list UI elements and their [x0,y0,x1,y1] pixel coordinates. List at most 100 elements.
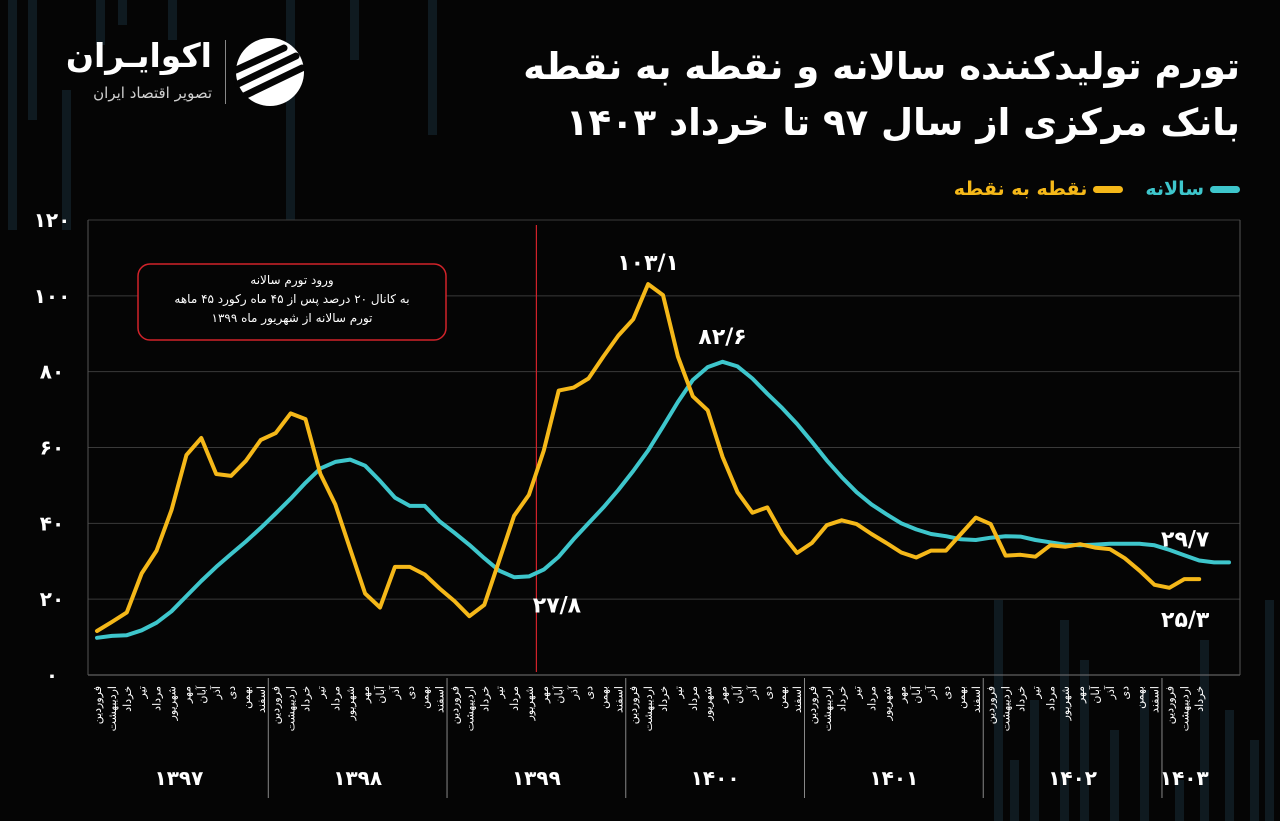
month-tick-label: اردیبهشت [821,686,834,731]
bg-bar [428,0,437,135]
annotation-box: ورود تورم سالانه به کانال ۲۰ درصد پس از ۴… [137,263,447,341]
bg-bar [1265,600,1274,821]
year-label: ۱۳۹۸ [333,766,382,790]
month-tick-label: آبان [194,685,208,703]
logo-subtitle: تصویر اقتصاد ایران [93,84,212,102]
month-tick-label: آذر [924,685,938,700]
month-tick-label: مرداد [1044,686,1057,711]
month-tick-label: آبان [909,685,923,703]
data-label: ۸۲/۶ [698,325,746,350]
data-label: ۲۷/۸ [533,593,582,618]
month-tick-label: شهریور [1059,686,1072,721]
bg-bar [1175,780,1184,821]
month-tick-label: خرداد [1014,686,1027,712]
month-tick-label: اسفند [791,686,804,713]
month-tick-label: تیر [672,686,685,699]
month-tick-label: بهمن [955,686,968,709]
y-tick-label: ۱۰۰ [34,284,71,308]
bg-bar [168,0,177,40]
month-tick-label: مرداد [329,686,342,711]
month-tick-label: مهر [717,686,730,704]
month-tick-label: اردیبهشت [642,686,655,731]
month-tick-label: مهر [180,686,193,704]
month-tick-label: اسفند [255,686,268,713]
annotation-text: ورود تورم سالانه [250,273,333,288]
annotation-text: به کانال ۲۰ درصد پس از ۴۵ ماه رکورد ۴۵ م… [174,292,409,307]
month-tick-label: شهریور [880,686,893,721]
month-tick-label: آبان [730,685,744,703]
month-tick-label: اردیبهشت [285,686,298,731]
month-tick-label: آبان [1088,685,1102,703]
y-tick-label: ۸۰ [40,360,64,384]
month-tick-label: دی [583,686,596,700]
month-tick-label: مرداد [508,686,521,711]
bg-bar [1200,640,1209,821]
chart-title-line1: تورم تولیدکننده سالانه و نقطه به نقطه [523,45,1240,88]
month-tick-label: فروردین [1163,686,1176,724]
bg-bar [994,600,1003,821]
month-tick-label: آذر [388,685,402,700]
logo-name: اکوایـران [65,36,212,75]
logo-mark-icon [232,38,306,106]
data-label: ۱۰۳/۱ [617,251,679,276]
legend-label-p2p: نقطه به نقطه [953,178,1088,200]
month-tick-label: تیر [493,686,506,699]
month-tick-label: دی [940,686,953,700]
month-tick-label: فروردین [806,686,819,724]
y-tick-label: ۴۰ [40,511,64,535]
month-tick-label: اردیبهشت [463,686,476,731]
month-tick-label: بهمن [240,686,253,709]
year-label: ۱۴۰۳ [1160,766,1209,790]
month-tick-label: دی [404,686,417,700]
month-tick-label: اسفند [1149,686,1162,713]
legend-item-p2p: نقطه به نقطه [954,178,1124,200]
data-label: ۲۹/۷ [1161,527,1210,552]
annotation-text: تورم سالانه از شهریور ماه ۱۳۹۹ [212,311,373,326]
month-tick-label: بهمن [1134,686,1147,709]
month-tick-label: خرداد [1193,686,1206,712]
month-tick-label: شهریور [523,686,536,721]
bg-bar [62,90,71,230]
series-line-p2p [95,282,1202,633]
month-tick-label: آذر [209,685,223,700]
bg-bar [28,0,37,120]
bg-bar [1060,620,1069,821]
month-tick-label: تیر [851,686,864,699]
bg-bar [1030,700,1039,821]
month-tick-label: تیر [1029,686,1042,699]
month-tick-label: آذر [1103,685,1117,700]
month-tick-label: مرداد [687,686,700,711]
y-tick-label: ۶۰ [40,436,64,460]
chart-title-line2: بانک مرکزی از سال ۹۷ تا خرداد ۱۴۰۳ [565,101,1240,144]
legend-item-annual: سالانه [1145,178,1240,200]
month-tick-label: فروردین [91,686,104,724]
month-tick-label: دی [761,686,774,700]
month-tick-label: بهمن [419,686,432,709]
month-tick-label: خرداد [300,686,313,712]
bg-bar [96,0,105,45]
month-tick-label: خرداد [836,686,849,712]
month-tick-label: مرداد [866,686,879,711]
bg-bar [1140,690,1149,821]
month-tick-label: اردیبهشت [1000,686,1013,731]
annotation-frame [137,263,447,341]
bg-bar [286,0,295,220]
legend: سالانه نقطه به نقطه [954,178,1240,200]
bg-bar [1250,740,1259,821]
y-tick-label: ۰ [46,663,58,687]
bg-bar [1110,730,1119,821]
month-tick-label: مهر [538,686,551,704]
year-label: ۱۴۰۲ [1048,766,1097,790]
bg-bar [118,0,127,25]
legend-label-annual: سالانه [1145,178,1204,200]
month-tick-label: تیر [314,686,327,699]
year-label: ۱۳۹۹ [512,766,561,790]
month-tick-label: آذر [745,685,759,700]
month-tick-label: بهمن [776,686,789,709]
month-tick-label: آذر [567,685,581,700]
month-tick-label: دی [225,686,238,700]
month-tick-label: اردیبهشت [1178,686,1191,731]
y-tick-label: ۱۲۰ [34,208,71,232]
